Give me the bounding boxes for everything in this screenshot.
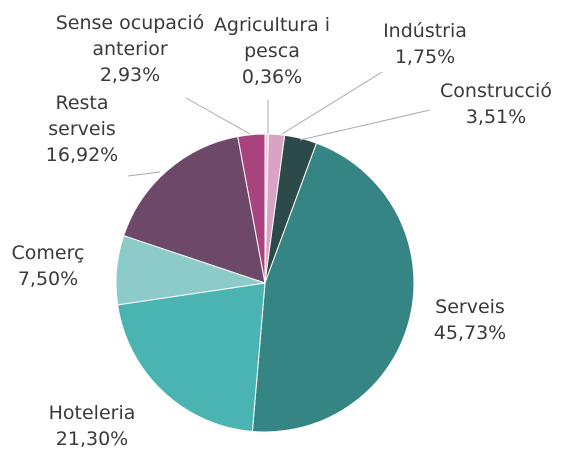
category-label: Sense ocupació anterior bbox=[55, 12, 205, 60]
pie-slice bbox=[237, 133, 266, 284]
pie-slice bbox=[123, 135, 266, 284]
leader-line bbox=[281, 71, 383, 135]
value-label: 45,73% bbox=[433, 322, 507, 344]
leader-line bbox=[127, 171, 161, 177]
category-label: Resta serveis bbox=[48, 92, 116, 140]
category-label: Serveis bbox=[435, 296, 505, 318]
category-label: Construcció bbox=[440, 80, 552, 102]
category-label: Hoteleria bbox=[48, 402, 136, 424]
category-label: Comerç bbox=[11, 242, 85, 264]
category-label: Indústria bbox=[383, 20, 467, 42]
slice-label: Hoteleria 21,30% bbox=[22, 400, 162, 452]
slice-label: Indústria 1,75% bbox=[365, 18, 485, 70]
value-label: 0,36% bbox=[241, 66, 303, 88]
category-label: Agricultura i pesca bbox=[213, 14, 331, 62]
leader-line bbox=[185, 97, 251, 135]
value-label: 21,30% bbox=[55, 428, 129, 450]
value-label: 2,93% bbox=[99, 64, 161, 86]
value-label: 7,50% bbox=[17, 268, 79, 290]
value-label: 3,51% bbox=[465, 106, 527, 128]
pie-slice bbox=[251, 142, 415, 433]
slice-label: Comerç 7,50% bbox=[0, 240, 98, 292]
slice-label: Serveis 45,73% bbox=[410, 294, 530, 346]
pie-slice bbox=[117, 282, 266, 433]
slice-label: Sense ocupació anterior 2,93% bbox=[55, 10, 205, 88]
value-label: 1,75% bbox=[394, 46, 456, 68]
value-label: 16,92% bbox=[45, 144, 119, 166]
slice-label: Construcció 3,51% bbox=[416, 78, 568, 130]
slice-label: Resta serveis 16,92% bbox=[27, 90, 137, 168]
slice-label: Agricultura i pesca 0,36% bbox=[187, 12, 357, 90]
leader-line bbox=[299, 109, 431, 141]
